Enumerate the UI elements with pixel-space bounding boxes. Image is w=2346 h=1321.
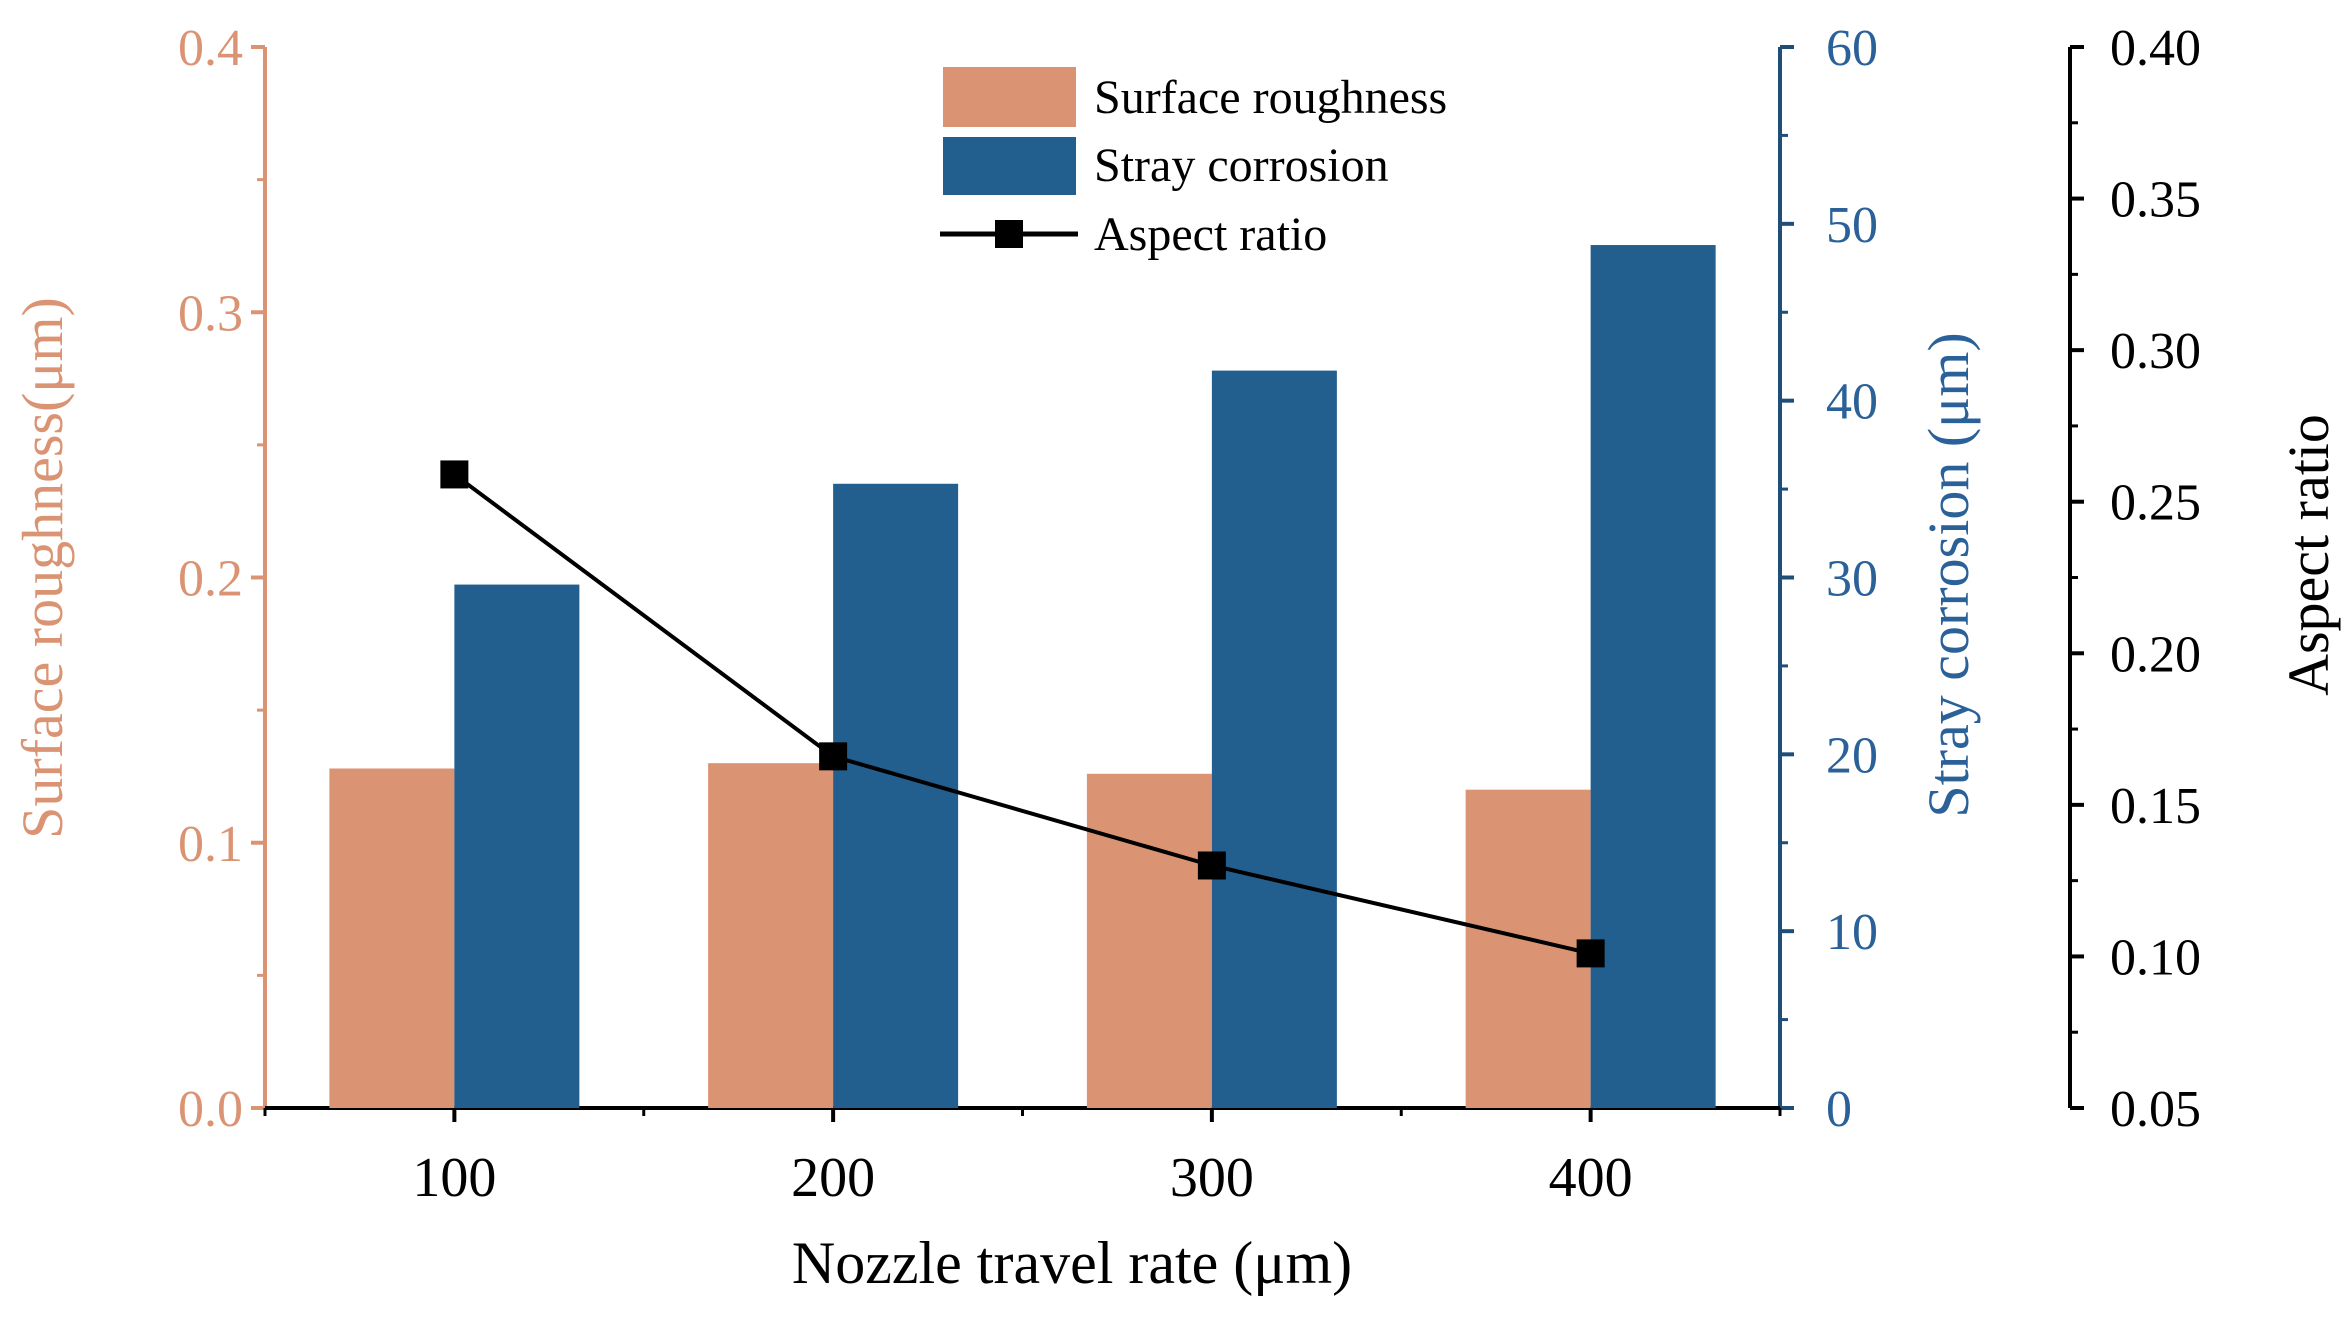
- right1-tick-label: 60: [1826, 20, 1878, 77]
- left-tick-label: 0.1: [178, 816, 243, 873]
- x-axis-title: Nozzle travel rate (μm): [792, 1230, 1352, 1296]
- x-tick-label: 200: [791, 1147, 875, 1209]
- left-axis-title: Surface roughness(μm): [10, 297, 75, 839]
- bar-surface-roughness: [1086, 773, 1212, 1108]
- left-tick-label: 0.2: [178, 551, 243, 608]
- x-tick-label: 100: [412, 1147, 496, 1209]
- right1-tick-label: 50: [1826, 197, 1878, 254]
- bar-surface-roughness: [329, 768, 455, 1108]
- right1-tick-label: 40: [1826, 374, 1878, 431]
- legend-label-aspect-ratio: Aspect ratio: [1094, 208, 1327, 261]
- right2-tick-label: 0.25: [2110, 475, 2201, 532]
- aspect-ratio-marker: [819, 742, 848, 771]
- right1-tick-label: 30: [1826, 551, 1878, 608]
- legend-label-stray-corrosion: Stray corrosion: [1094, 139, 1389, 192]
- right1-tick-label: 0: [1826, 1081, 1852, 1138]
- bar-stray-corrosion: [1211, 370, 1337, 1109]
- left-tick-label: 0.0: [178, 1081, 243, 1138]
- bars-layer: [329, 245, 1716, 1109]
- right2-tick-label: 0.10: [2110, 929, 2201, 986]
- right2-tick-label: 0.30: [2110, 323, 2201, 380]
- legend-label-surface-roughness: Surface roughness: [1094, 71, 1447, 124]
- bar-stray-corrosion: [1590, 245, 1716, 1108]
- right1-tick-label: 20: [1826, 727, 1878, 784]
- x-tick-label: 300: [1170, 1147, 1254, 1209]
- aspect-ratio-marker: [1576, 939, 1605, 968]
- right2-tick-label: 0.20: [2110, 626, 2201, 683]
- legend-marker-aspect-ratio: [995, 220, 1023, 248]
- right1-axis-title: Stray corrosion (μm): [1916, 332, 1981, 817]
- left-tick-label: 0.3: [178, 285, 243, 342]
- right1-tick-label: 10: [1826, 904, 1878, 961]
- right2-axis-title: Aspect ratio: [2276, 414, 2341, 696]
- legend: Surface roughness Stray corrosion Aspect…: [940, 67, 1447, 261]
- ticks-layer: 0.00.10.20.30.401020304050600.050.100.15…: [178, 20, 2201, 1209]
- left-tick-label: 0.4: [178, 20, 243, 77]
- right2-tick-label: 0.40: [2110, 20, 2201, 77]
- aspect-ratio-marker: [1197, 851, 1226, 880]
- aspect-ratio-marker: [440, 460, 469, 489]
- legend-swatch-stray-corrosion: [943, 137, 1076, 195]
- bar-surface-roughness: [708, 763, 834, 1108]
- bar-stray-corrosion: [833, 483, 959, 1108]
- legend-swatch-surface-roughness: [943, 67, 1076, 127]
- x-tick-label: 400: [1549, 1147, 1633, 1209]
- right2-tick-label: 0.05: [2110, 1081, 2201, 1138]
- right2-tick-label: 0.35: [2110, 172, 2201, 229]
- line-layer: [440, 460, 1605, 968]
- bar-stray-corrosion: [454, 584, 580, 1108]
- right2-tick-label: 0.15: [2110, 778, 2201, 835]
- aspect-ratio-line: [453, 472, 1592, 956]
